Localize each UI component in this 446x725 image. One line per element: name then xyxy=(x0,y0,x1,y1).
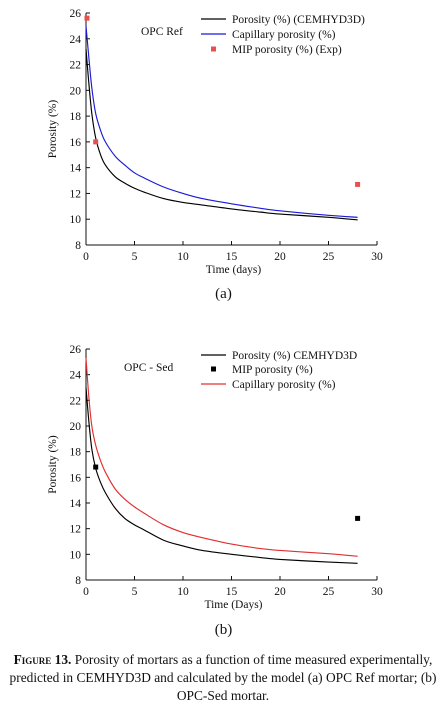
figure-caption: Figure 13. Porosity of mortars as a func… xyxy=(6,651,440,705)
y-tick-label: 18 xyxy=(70,111,82,123)
plot-annotation: OPC Ref xyxy=(141,26,183,38)
x-tick-label: 0 xyxy=(83,251,89,263)
x-axis-title: Time (days) xyxy=(206,264,262,276)
x-tick-label: 10 xyxy=(177,586,189,598)
legend-label: Capillary porosity (%) xyxy=(232,379,336,391)
data-point-marker xyxy=(355,181,361,187)
y-tick-label: 18 xyxy=(70,447,82,459)
y-tick-label: 16 xyxy=(70,472,82,484)
legend-swatch-marker xyxy=(211,366,216,372)
legend-label: MIP porosity (%) (Exp) xyxy=(232,44,342,56)
x-tick-label: 30 xyxy=(371,251,383,263)
y-tick-label: 8 xyxy=(75,240,81,252)
data-point-marker xyxy=(355,515,361,521)
chart-panel-a: 8 10 12 14 16 18 20 22 24 26 0 5 10 15 20 25 30 Time (day… xyxy=(47,8,383,302)
chart-panel-b: 8 10 12 14 16 18 20 22 24 26 0 5 10 15 20 25 30 Time (Day… xyxy=(47,344,383,638)
figure: 8 10 12 14 16 18 20 22 24 26 0 5 10 15 20 25 30 Time (day… xyxy=(47,8,383,638)
panel-label: (a) xyxy=(215,286,232,302)
y-tick-label: 20 xyxy=(70,421,82,433)
y-tick-label: 12 xyxy=(70,524,82,536)
y-tick-label: 16 xyxy=(70,137,82,149)
y-tick-label: 14 xyxy=(70,498,82,510)
legend-label: MIP porosity (%) xyxy=(232,364,313,376)
x-tick-label: 15 xyxy=(226,251,238,263)
y-axis-title: Porosity (%) xyxy=(47,435,59,494)
x-tick-label: 30 xyxy=(371,586,383,598)
y-tick-label: 22 xyxy=(70,395,82,407)
legend-label: Porosity (%) CEMHYD3D xyxy=(232,350,357,362)
plot-annotation: OPC - Sed xyxy=(124,362,173,374)
x-tick-label: 0 xyxy=(83,586,89,598)
x-tick-label: 25 xyxy=(323,251,335,263)
legend-label: Capillary porosity (%) xyxy=(232,29,336,41)
legend-label: Porosity (%) (CEMHYD3D) xyxy=(232,14,365,26)
y-axis-title: Porosity (%) xyxy=(47,100,59,159)
y-tick-label: 10 xyxy=(70,214,82,226)
panel-label: (b) xyxy=(215,622,233,638)
x-tick-label: 5 xyxy=(132,586,138,598)
y-tick-label: 26 xyxy=(70,8,82,20)
series-line xyxy=(85,357,358,557)
x-tick-label: 20 xyxy=(274,251,286,263)
y-tick-label: 8 xyxy=(75,575,81,587)
data-point-marker xyxy=(93,464,99,470)
y-tick-label: 24 xyxy=(70,370,82,382)
y-tick-label: 22 xyxy=(70,60,82,72)
y-tick-label: 14 xyxy=(70,163,82,175)
y-tick-label: 10 xyxy=(70,549,82,561)
y-tick-label: 26 xyxy=(70,344,82,356)
y-tick-label: 24 xyxy=(70,34,82,46)
series-line xyxy=(85,387,358,564)
y-tick-label: 12 xyxy=(70,188,82,200)
series-line xyxy=(85,25,358,218)
x-axis-title: Time (Days) xyxy=(204,599,262,611)
series-line xyxy=(85,49,358,221)
x-tick-label: 20 xyxy=(274,586,286,598)
x-tick-label: 25 xyxy=(323,586,335,598)
caption-text: Porosity of mortars as a function of tim… xyxy=(9,652,437,703)
x-tick-label: 15 xyxy=(226,586,238,598)
data-point-marker xyxy=(93,139,99,145)
caption-label: Figure 13. xyxy=(13,652,72,667)
legend-swatch-marker xyxy=(211,46,216,52)
x-tick-label: 10 xyxy=(177,251,189,263)
data-point-marker xyxy=(84,15,90,21)
y-tick-label: 20 xyxy=(70,85,82,97)
x-tick-label: 5 xyxy=(132,251,138,263)
